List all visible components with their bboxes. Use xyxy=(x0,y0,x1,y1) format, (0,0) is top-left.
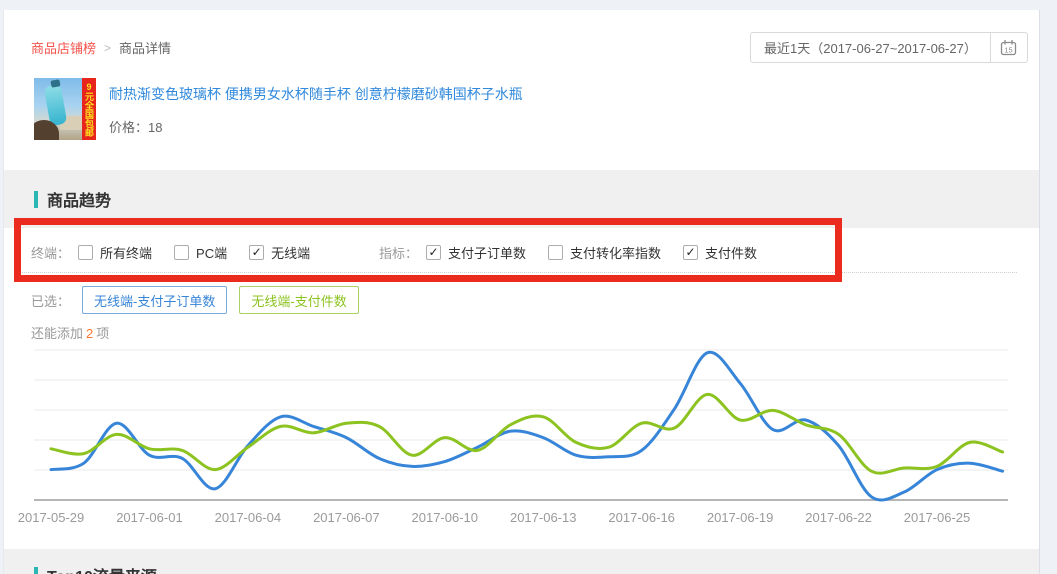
metric-label-0: 支付子订单数 xyxy=(448,245,527,261)
breadcrumb-link-rank[interactable]: 商品店铺榜 xyxy=(31,41,97,56)
terminal-checkbox-1[interactable] xyxy=(174,244,190,260)
x-tick-label: 2017-06-16 xyxy=(608,510,675,525)
section-accent-bar xyxy=(34,566,38,574)
trend-line-chart: 2017-05-29 2017-06-01 2017-06-04 2017-06-07… xyxy=(18,349,1008,525)
metric-option-2[interactable]: ✓ 支付件数 xyxy=(683,243,757,262)
calendar-button[interactable]: 15 xyxy=(990,32,1028,63)
x-tick-label: 2017-06-07 xyxy=(313,510,380,525)
product-image[interactable]: 9元全国包邮 xyxy=(34,78,96,140)
product-badge: 9元全国包邮 xyxy=(82,78,96,140)
metric-checkbox-1[interactable] xyxy=(548,244,564,260)
series-line-0 xyxy=(49,350,1005,502)
terminal-option-1[interactable]: PC端 xyxy=(174,243,227,262)
x-tick-label: 2017-06-04 xyxy=(215,510,282,525)
selected-tags-row: 已选： 无线端-支付子订单数 无线端-支付件数 xyxy=(31,286,359,314)
date-range-button[interactable]: 最近1天（2017-06-27~2017-06-27） xyxy=(750,32,991,63)
series-line-1 xyxy=(49,392,1005,475)
selected-tag-1[interactable]: 无线端-支付件数 xyxy=(239,286,359,314)
trend-section-title: 商品趋势 xyxy=(47,193,112,210)
terminal-filter-group: 终端： 所有终端 PC端 ✓ 无线端 xyxy=(31,241,332,263)
date-range-picker: 最近1天（2017-06-27~2017-06-27） 15 xyxy=(750,32,1028,63)
terminal-label-1: PC端 xyxy=(196,245,228,261)
metric-group-label: 指标： xyxy=(379,245,419,261)
terminal-label-0: 所有终端 xyxy=(100,245,153,261)
metric-option-1[interactable]: 支付转化率指数 xyxy=(548,243,661,262)
x-tick-label: 2017-05-29 xyxy=(18,510,85,525)
date-range-label: 最近1天（2017-06-27~2017-06-27） xyxy=(764,41,977,56)
metric-checkbox-0[interactable]: ✓ xyxy=(426,244,442,260)
terminal-option-2[interactable]: ✓ 无线端 xyxy=(249,243,310,262)
metric-option-0[interactable]: ✓ 支付子订单数 xyxy=(426,243,526,262)
metric-label-1: 支付转化率指数 xyxy=(570,245,662,261)
breadcrumb: 商品店铺榜 > 商品详情 xyxy=(31,38,171,57)
terminal-checkbox-0[interactable] xyxy=(78,244,94,260)
breadcrumb-separator: > xyxy=(104,40,112,55)
trend-section-header: 商品趋势 xyxy=(4,170,1039,228)
terminal-option-0[interactable]: 所有终端 xyxy=(78,243,152,262)
x-tick-label: 2017-06-01 xyxy=(116,510,183,525)
selected-label: 已选： xyxy=(31,293,71,309)
remaining-count: 2 xyxy=(86,326,94,341)
product-title-link[interactable]: 耐热渐变色玻璃杯 便携男女水杯随手杯 创意柠檬磨砂韩国杯子水瓶 xyxy=(109,86,523,102)
calendar-icon: 15 xyxy=(1001,40,1017,56)
selected-tag-0[interactable]: 无线端-支付子订单数 xyxy=(82,286,228,314)
metric-label-2: 支付件数 xyxy=(705,245,758,261)
filter-row-divider xyxy=(14,272,1017,273)
metric-checkbox-2[interactable]: ✓ xyxy=(683,244,699,260)
metric-filter-group: 指标： ✓ 支付子订单数 支付转化率指数 ✓ 支付件数 xyxy=(379,241,779,263)
x-tick-label: 2017-06-10 xyxy=(412,510,479,525)
next-section-header: Top10流量来源 xyxy=(4,549,1039,574)
x-tick-label: 2017-06-13 xyxy=(510,510,577,525)
x-tick-label: 2017-06-22 xyxy=(805,510,872,525)
product-photo xyxy=(34,78,82,140)
product-price: 价格：18 xyxy=(109,120,163,135)
x-tick-label: 2017-06-25 xyxy=(904,510,971,525)
breadcrumb-current: 商品详情 xyxy=(119,41,172,56)
content-card: 商品店铺榜 > 商品详情 最近1天（2017-06-27~2017-06-27）… xyxy=(3,10,1040,574)
remaining-slots-text: 还能添加 2 项 xyxy=(31,326,110,341)
terminal-checkbox-2[interactable]: ✓ xyxy=(249,244,265,260)
svg-text:15: 15 xyxy=(1005,46,1013,55)
x-tick-label: 2017-06-19 xyxy=(707,510,774,525)
section-accent-bar xyxy=(34,190,38,208)
terminal-group-label: 终端： xyxy=(31,245,71,261)
next-section-title: Top10流量来源 xyxy=(47,563,157,574)
terminal-label-2: 无线端 xyxy=(271,245,311,261)
